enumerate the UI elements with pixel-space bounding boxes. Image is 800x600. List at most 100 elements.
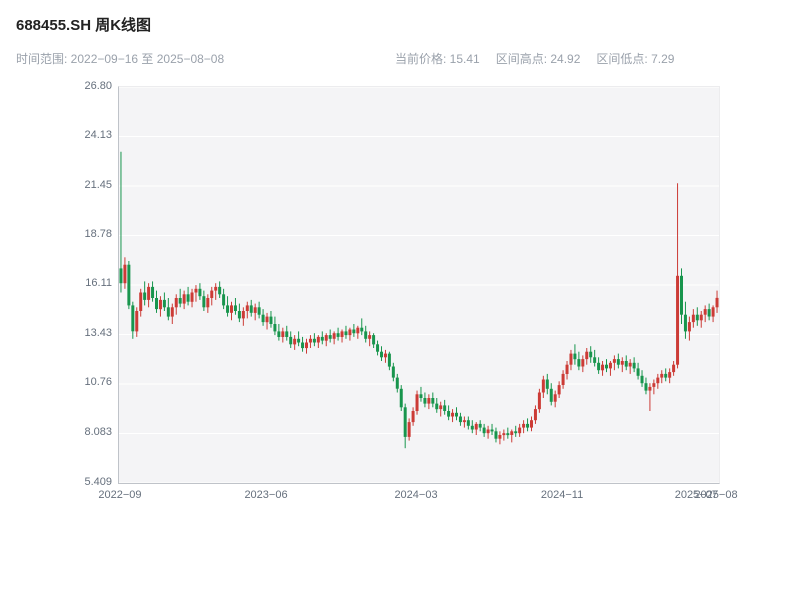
y-tick-label: 24.13 [84, 129, 112, 141]
candle-body-up [265, 316, 269, 323]
candle-body-up [537, 392, 541, 410]
candle-body-down [419, 394, 423, 398]
candle-body-down [707, 309, 711, 317]
candle-body-down [482, 427, 486, 434]
candle-body-up [356, 327, 360, 334]
range-high-stat: 区间高点: 24.92 [495, 52, 581, 66]
chart-plot-area [118, 86, 720, 484]
candle-body-up [411, 411, 415, 423]
candle-body-up [703, 309, 707, 315]
candle-body-up [451, 412, 455, 417]
candle-body-down [506, 433, 510, 436]
candle-body-down [423, 398, 427, 404]
candle-body-up [601, 364, 605, 371]
x-tick-label: 2023−06 [244, 489, 288, 501]
candle-body-down [273, 324, 277, 332]
x-tick-label: 2025−07 [674, 489, 718, 501]
candle-body-down [376, 344, 380, 352]
candle-body-down [162, 299, 166, 308]
candle-body-up [241, 311, 245, 319]
candle-body-down [127, 264, 131, 306]
candle-body-down [431, 398, 435, 404]
x-tick-label: 2025−08 [694, 489, 738, 501]
candle-body-down [312, 338, 316, 343]
page-title: 688455.SH 周K线图 [16, 17, 152, 34]
y-tick-label: 26.80 [84, 79, 112, 92]
candle-body-up [691, 314, 695, 323]
candle-body-up [139, 292, 143, 311]
candle-body-down [257, 307, 261, 315]
x-tick-label: 2024−03 [394, 489, 438, 501]
candle-body-up [383, 353, 387, 358]
candle-body-up [620, 361, 624, 365]
stats-row: 当前价格: 15.41 区间高点: 24.92 区间低点: 7.29 [395, 50, 674, 67]
candle-body-up [687, 322, 691, 332]
candle-body-up [348, 329, 352, 336]
candle-body-up [522, 423, 526, 428]
candle-body-down [364, 331, 368, 339]
range-low-stat: 区间低点: 7.29 [596, 52, 675, 66]
candle-body-up [561, 373, 565, 385]
current-price-stat: 当前价格: 15.41 [395, 52, 480, 66]
candle-body-up [439, 405, 443, 410]
candle-body-down [545, 379, 549, 389]
candle-body-up [530, 420, 533, 428]
candle-body-up [281, 331, 285, 337]
candle-body-up [676, 275, 680, 365]
candle-body-up [147, 286, 151, 300]
candle-body-up [123, 264, 127, 284]
candle-body-up [293, 338, 297, 345]
candle-body-down [605, 364, 608, 369]
candle-body-up [135, 311, 139, 332]
candle-body-down [380, 351, 383, 358]
candle-body-down [624, 361, 628, 367]
candle-body-down [616, 359, 620, 365]
candle-body-up [253, 307, 257, 313]
candle-body-up [332, 333, 336, 339]
candle-body-down [261, 314, 265, 323]
candle-body-up [245, 305, 249, 311]
candle-body-down [447, 411, 451, 417]
candle-body-down [490, 429, 494, 432]
candle-body-up [324, 335, 328, 341]
candle-body-down [683, 314, 687, 332]
candle-body-down [237, 311, 241, 319]
candle-body-up [462, 420, 466, 423]
candle-body-up [656, 377, 660, 384]
candle-body-down [178, 298, 182, 304]
candle-body-down [466, 420, 470, 426]
candle-body-down [202, 296, 206, 308]
candle-body-up [415, 394, 419, 411]
candle-body-down [198, 288, 202, 297]
candle-body-down [470, 425, 474, 430]
candle-body-up [533, 409, 537, 421]
candle-body-up [308, 338, 312, 343]
candle-body-down [640, 375, 644, 384]
candle-body-down [289, 336, 293, 345]
candle-body-down [222, 294, 226, 306]
candle-body-down [336, 333, 340, 337]
candle-body-down [632, 362, 636, 369]
candle-body-up [660, 373, 664, 378]
candlestick-chart [119, 87, 719, 483]
candle-body-down [143, 292, 147, 300]
candle-body-down [344, 331, 348, 336]
candle-body-down [403, 407, 407, 437]
candle-body-down [131, 305, 135, 332]
candle-body-up [652, 383, 656, 387]
candle-body-down [166, 307, 170, 317]
candle-body-down [301, 342, 305, 349]
candle-body-down [399, 388, 403, 408]
candle-body-up [711, 307, 715, 317]
y-tick-label: 5.409 [84, 475, 112, 488]
candle-body-up [541, 379, 545, 393]
candle-body-up [668, 372, 672, 378]
candle-body-down [589, 351, 593, 358]
candle-body-up [316, 336, 320, 343]
candle-body-up [502, 433, 506, 436]
y-tick-label: 8.083 [84, 425, 112, 438]
y-tick-label: 13.43 [84, 326, 112, 339]
candle-body-down [352, 329, 356, 334]
candle-body-down [391, 366, 395, 378]
